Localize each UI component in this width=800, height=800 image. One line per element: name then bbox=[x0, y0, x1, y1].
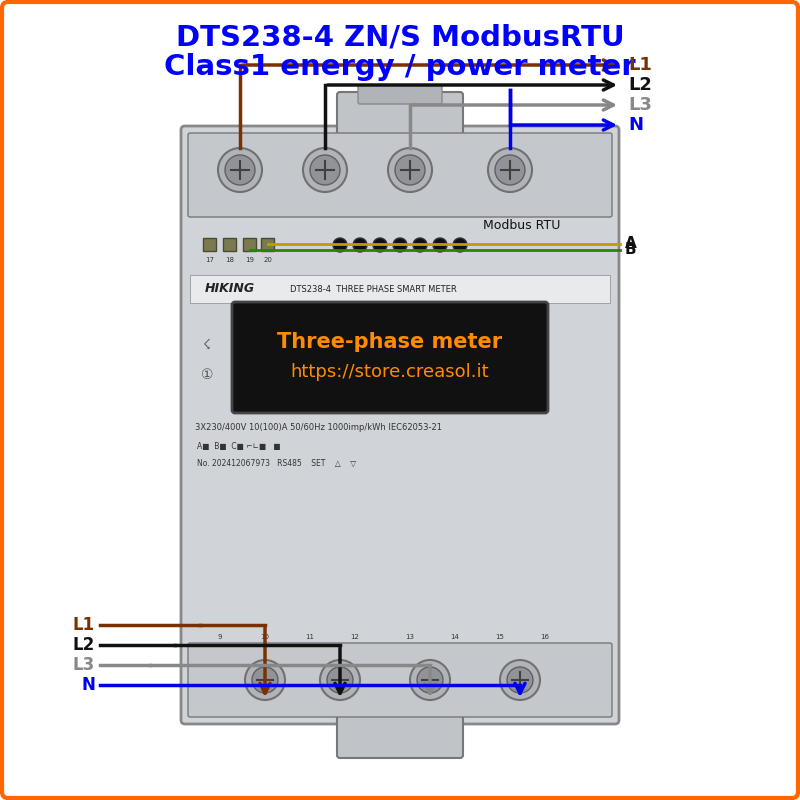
Circle shape bbox=[488, 148, 532, 192]
Circle shape bbox=[225, 155, 255, 185]
Circle shape bbox=[507, 667, 533, 693]
Circle shape bbox=[453, 238, 467, 252]
Text: 20: 20 bbox=[263, 257, 273, 263]
Text: DTS238-4 ZN/S ModbusRTU: DTS238-4 ZN/S ModbusRTU bbox=[176, 24, 624, 52]
Circle shape bbox=[388, 148, 432, 192]
Circle shape bbox=[252, 667, 278, 693]
Circle shape bbox=[393, 238, 407, 252]
Text: B: B bbox=[625, 242, 637, 258]
Bar bbox=[190, 275, 610, 303]
Circle shape bbox=[245, 660, 285, 700]
Text: L2: L2 bbox=[73, 636, 95, 654]
Text: A: A bbox=[625, 237, 637, 251]
FancyBboxPatch shape bbox=[337, 92, 463, 138]
Circle shape bbox=[500, 660, 540, 700]
FancyBboxPatch shape bbox=[181, 126, 619, 724]
FancyBboxPatch shape bbox=[337, 712, 463, 758]
Circle shape bbox=[495, 155, 525, 185]
Bar bbox=[203, 238, 216, 251]
Circle shape bbox=[413, 238, 427, 252]
Text: L3: L3 bbox=[628, 96, 652, 114]
Text: Class1 energy / power meter: Class1 energy / power meter bbox=[164, 53, 636, 81]
Text: Modbus RTU: Modbus RTU bbox=[482, 219, 560, 232]
Text: ☇: ☇ bbox=[203, 338, 211, 352]
Circle shape bbox=[327, 667, 353, 693]
Bar bbox=[243, 238, 256, 251]
Text: ①: ① bbox=[201, 368, 214, 382]
Text: L1: L1 bbox=[628, 56, 652, 74]
Circle shape bbox=[218, 148, 262, 192]
Text: L3: L3 bbox=[73, 656, 95, 674]
Text: N: N bbox=[628, 116, 643, 134]
Text: 10: 10 bbox=[261, 634, 270, 640]
Text: No. 202412067973   RS485    SET    △    ▽: No. 202412067973 RS485 SET △ ▽ bbox=[197, 458, 356, 467]
Text: 13: 13 bbox=[406, 634, 414, 640]
FancyBboxPatch shape bbox=[188, 133, 612, 217]
Circle shape bbox=[395, 155, 425, 185]
Bar bbox=[261, 238, 274, 251]
Circle shape bbox=[433, 238, 447, 252]
Text: 9: 9 bbox=[218, 634, 222, 640]
Circle shape bbox=[353, 238, 367, 252]
Text: N: N bbox=[81, 676, 95, 694]
Circle shape bbox=[320, 660, 360, 700]
Text: https://store.creasol.it: https://store.creasol.it bbox=[290, 363, 490, 381]
Circle shape bbox=[417, 667, 443, 693]
Circle shape bbox=[410, 660, 450, 700]
Circle shape bbox=[303, 148, 347, 192]
Text: L1: L1 bbox=[73, 616, 95, 634]
FancyBboxPatch shape bbox=[358, 85, 442, 104]
Text: 11: 11 bbox=[306, 634, 314, 640]
Circle shape bbox=[310, 155, 340, 185]
Bar bbox=[223, 238, 236, 251]
Text: 18: 18 bbox=[226, 257, 234, 263]
Text: 14: 14 bbox=[450, 634, 459, 640]
Circle shape bbox=[373, 238, 387, 252]
FancyBboxPatch shape bbox=[188, 643, 612, 717]
Text: HIKING: HIKING bbox=[205, 282, 255, 295]
Text: A■  B■  C■ ⌐∟■   ■: A■ B■ C■ ⌐∟■ ■ bbox=[197, 442, 281, 451]
Text: 3X230/400V 10(100)A 50/60Hz 1000imp/kWh IEC62053-21: 3X230/400V 10(100)A 50/60Hz 1000imp/kWh … bbox=[195, 423, 442, 433]
Text: DTS238-4  THREE PHASE SMART METER: DTS238-4 THREE PHASE SMART METER bbox=[290, 285, 457, 294]
Text: L2: L2 bbox=[628, 76, 652, 94]
FancyBboxPatch shape bbox=[232, 302, 548, 413]
Text: 12: 12 bbox=[350, 634, 359, 640]
Text: 15: 15 bbox=[495, 634, 505, 640]
Text: Three-phase meter: Three-phase meter bbox=[278, 332, 502, 352]
Circle shape bbox=[333, 238, 347, 252]
Text: 17: 17 bbox=[206, 257, 214, 263]
Text: 19: 19 bbox=[246, 257, 254, 263]
Text: 16: 16 bbox=[541, 634, 550, 640]
